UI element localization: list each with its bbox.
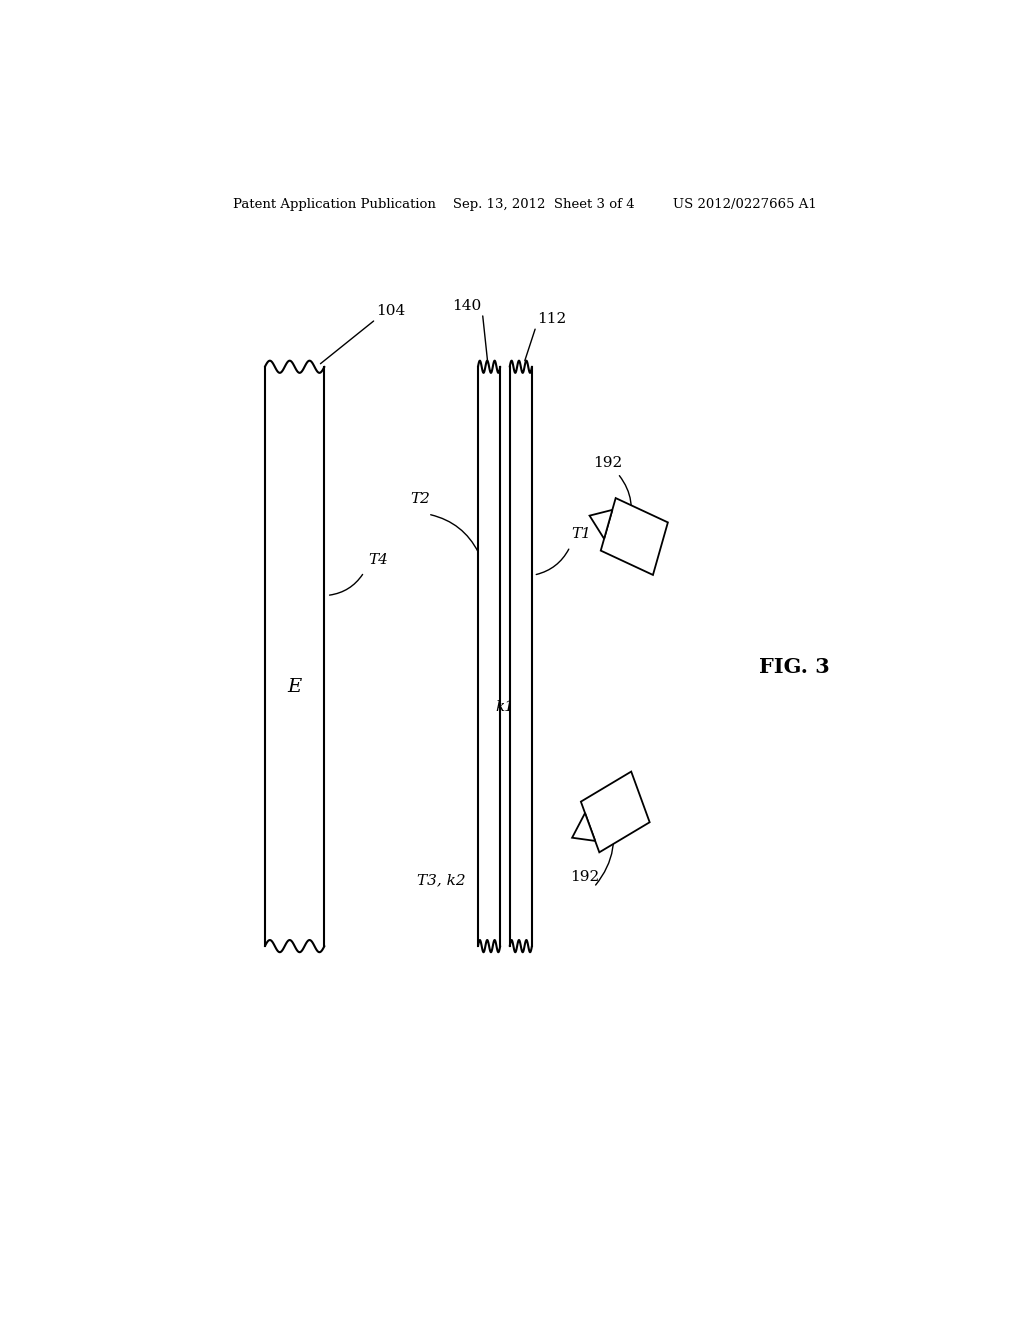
Polygon shape [572,813,595,841]
Text: Patent Application Publication    Sep. 13, 2012  Sheet 3 of 4         US 2012/02: Patent Application Publication Sep. 13, … [232,198,817,211]
Text: 140: 140 [452,298,481,313]
Text: FIG. 3: FIG. 3 [759,656,830,677]
Text: T4: T4 [368,553,388,566]
Text: k1: k1 [496,700,514,714]
Text: T2: T2 [411,492,430,506]
Text: 104: 104 [376,304,406,318]
Text: E: E [288,678,302,696]
Text: T1: T1 [571,528,592,541]
Text: T3, k2: T3, k2 [417,873,466,887]
Polygon shape [581,772,649,853]
Polygon shape [590,510,612,539]
Text: 192: 192 [594,457,623,470]
Polygon shape [601,498,668,576]
Text: 192: 192 [569,870,599,884]
Text: 112: 112 [537,312,566,326]
